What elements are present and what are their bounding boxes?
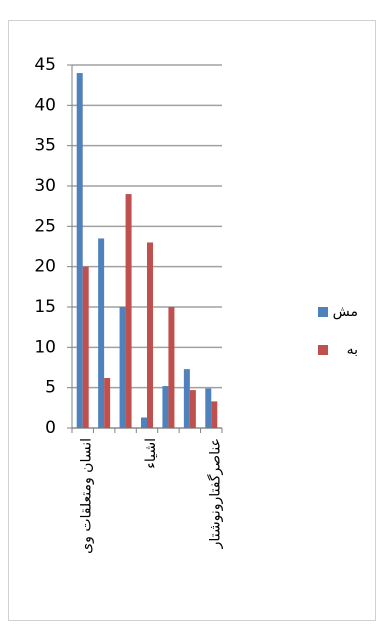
bar [168,307,175,428]
legend-swatch [318,345,328,355]
bar [76,73,83,429]
bar [98,238,105,428]
bar [205,388,212,428]
bar [162,386,169,428]
legend-label: به [347,342,358,358]
y-tick-label: 10 [34,337,56,357]
y-tick-label: 45 [34,55,56,75]
x-tick-label: اشیاء [143,438,159,469]
bar [104,377,111,428]
y-tick-label: 5 [45,378,56,398]
y-tick-label: 25 [34,216,56,236]
bar [141,417,147,428]
y-tick-label: 20 [34,257,56,277]
bar [183,369,190,428]
bar [147,242,153,428]
legend-label: مش [333,304,358,320]
x-tick-label: عناصرگفتارونوشتار [206,438,223,549]
y-tick-label: 40 [34,95,56,115]
y-tick-label: 15 [34,297,56,317]
x-tick-label: انسان ومتعلقات وی [79,438,95,554]
y-tick-label: 0 [45,418,56,438]
legend-swatch [318,307,328,317]
y-tick-label: 35 [34,136,56,156]
bar [119,307,126,428]
bar [82,266,89,428]
bar [189,390,196,428]
bar [211,401,218,428]
y-tick-label: 30 [34,176,56,196]
chart-border [8,20,376,621]
bar [125,194,132,428]
